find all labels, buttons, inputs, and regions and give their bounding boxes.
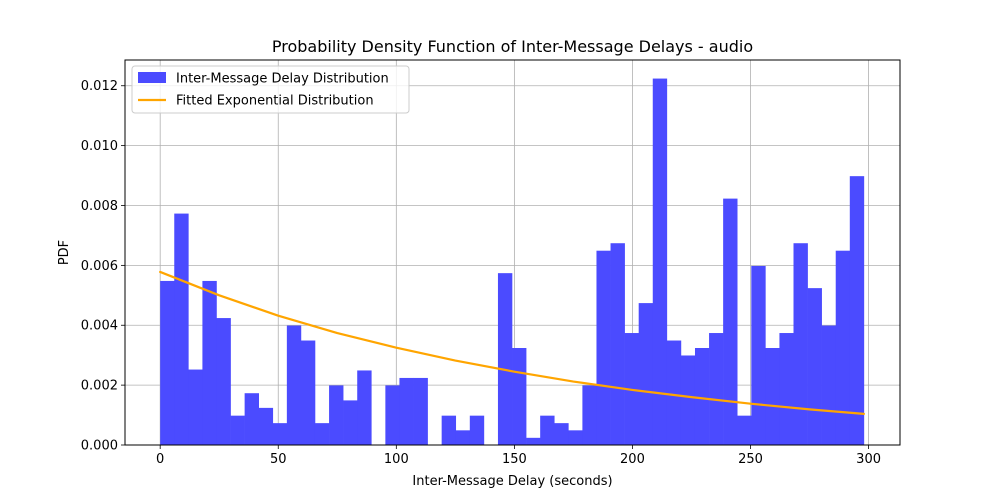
y-tick-label: 0.000 — [81, 439, 118, 454]
legend-box — [131, 65, 410, 114]
histogram-bar — [413, 377, 428, 445]
histogram-bar — [357, 370, 372, 445]
histogram-bar — [497, 273, 513, 445]
legend-histogram-swatch — [138, 72, 166, 83]
histogram-bar — [793, 243, 808, 445]
fitted-exponential-line — [159, 270, 865, 415]
y-tick-label: 0.006 — [81, 259, 118, 274]
histogram-bar — [751, 265, 766, 445]
histogram-bar — [849, 176, 865, 445]
histogram-bar — [582, 385, 597, 445]
histogram-bar — [709, 333, 724, 445]
histogram-bar — [300, 340, 316, 445]
legend-fit-label: Fitted Exponential Distribution — [176, 94, 374, 109]
histogram-bar — [512, 348, 527, 445]
histogram-bar — [469, 415, 485, 445]
x-axis-ticks: 0 50 100 150 200 250 300 — [156, 445, 881, 467]
histogram-bar — [638, 303, 654, 445]
histogram-bar — [216, 318, 231, 445]
histogram-bar — [385, 385, 400, 445]
histogram-bar — [779, 333, 794, 445]
histogram-bar — [174, 213, 189, 445]
histogram-bar — [329, 385, 344, 445]
histogram-bar — [230, 415, 245, 445]
histogram-bar — [737, 415, 752, 445]
y-axis-label: PDF — [57, 240, 72, 265]
histogram-bar — [807, 288, 822, 445]
histogram-bar — [765, 348, 780, 445]
plot-frame — [124, 59, 901, 446]
histogram-bar — [188, 369, 203, 445]
histogram-bar — [540, 415, 555, 445]
x-tick-label: 100 — [384, 452, 409, 467]
histogram-bar — [835, 250, 851, 445]
histogram-bar — [244, 393, 260, 445]
histogram-bar — [286, 325, 302, 445]
x-tick-label: 200 — [620, 452, 645, 467]
histogram-bar — [202, 280, 217, 445]
histogram-bar — [610, 243, 625, 445]
histogram-bar — [160, 280, 175, 445]
histogram-bar — [399, 377, 414, 445]
y-tick-label: 0.008 — [81, 199, 118, 214]
histogram-bar — [314, 423, 330, 445]
histogram-bar — [272, 423, 288, 445]
x-tick-label: 0 — [156, 452, 164, 467]
histogram-bars — [160, 78, 865, 445]
y-tick-label: 0.010 — [81, 139, 118, 154]
histogram-bar — [258, 407, 274, 445]
y-axis-ticks: 0.000 0.002 0.004 0.006 0.008 0.010 0.012 — [81, 79, 125, 454]
histogram-bar — [554, 423, 569, 445]
chart-title: Probability Density Function of Inter-Me… — [272, 37, 753, 56]
y-tick-label: 0.012 — [81, 79, 118, 94]
histogram-bar — [652, 78, 668, 445]
histogram-bar — [441, 415, 457, 445]
x-tick-label: 50 — [270, 452, 287, 467]
histogram-bar — [680, 355, 696, 445]
histogram-bar — [526, 437, 541, 445]
histogram-bar — [723, 198, 738, 445]
histogram-bar — [666, 340, 682, 445]
histogram-bar — [694, 348, 710, 445]
y-tick-label: 0.002 — [81, 379, 118, 394]
x-axis-label: Inter-Message Delay (seconds) — [412, 474, 612, 489]
y-tick-label: 0.004 — [81, 319, 118, 334]
histogram-bar — [596, 250, 611, 445]
x-tick-label: 300 — [856, 452, 881, 467]
histogram-bar — [343, 400, 358, 445]
x-tick-label: 150 — [502, 452, 527, 467]
histogram-bar — [455, 430, 471, 445]
legend: Inter-Message Delay Distribution Fitted … — [131, 65, 410, 114]
histogram-bar — [568, 430, 583, 445]
fit-line-group — [159, 270, 865, 415]
legend-histogram-label: Inter-Message Delay Distribution — [176, 72, 389, 87]
histogram-bar — [821, 325, 837, 445]
x-tick-label: 250 — [738, 452, 763, 467]
